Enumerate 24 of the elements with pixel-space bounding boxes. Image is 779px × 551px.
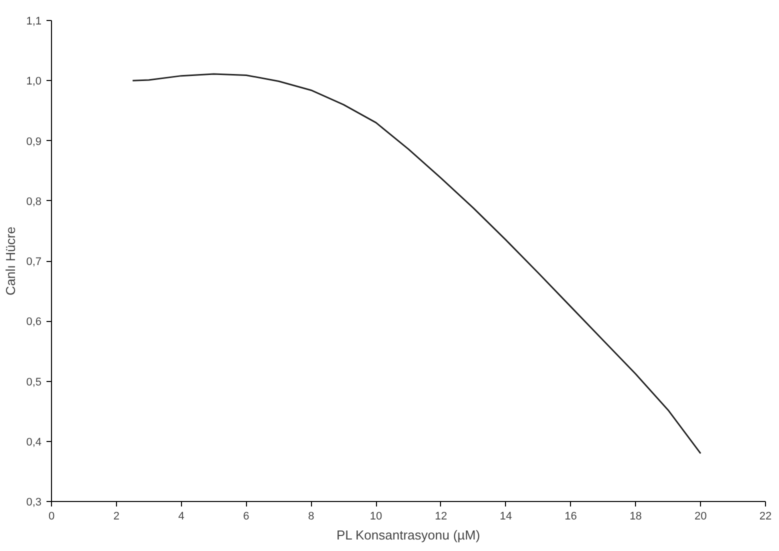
x-tick-label: 10 [370, 510, 382, 522]
line-series [132, 73, 702, 454]
x-axis-title: PL Konsantrasyonu (µM) [336, 528, 480, 542]
x-tick-label: 16 [564, 510, 577, 522]
y-tick-label: 0,4 [26, 436, 42, 448]
x-tick-label: 18 [630, 510, 642, 522]
y-tick-label: 0,9 [26, 136, 42, 148]
y-tick-label: 1,0 [26, 76, 42, 88]
x-tick-label: 0 [48, 510, 55, 522]
y-tick-label: 0,6 [26, 316, 42, 328]
y-tick-label: 0,5 [26, 376, 42, 388]
y-tick-label: 0,3 [26, 496, 42, 508]
y-tick-label: 0,8 [26, 196, 42, 208]
y-tick-label: 1,1 [26, 16, 42, 28]
x-tick-label: 6 [243, 510, 250, 522]
y-axis-title: Canlı Hücre [3, 226, 18, 296]
x-tick-label: 4 [178, 510, 184, 522]
x-tick-label: 20 [694, 510, 707, 522]
x-tick-label: 2 [113, 510, 120, 522]
y-tick-label: 0,7 [26, 256, 42, 268]
x-tick-label: 14 [500, 510, 512, 522]
x-tick-label: 22 [759, 510, 772, 522]
x-tick-label: 8 [308, 510, 314, 522]
x-tick-label: 12 [434, 510, 448, 522]
